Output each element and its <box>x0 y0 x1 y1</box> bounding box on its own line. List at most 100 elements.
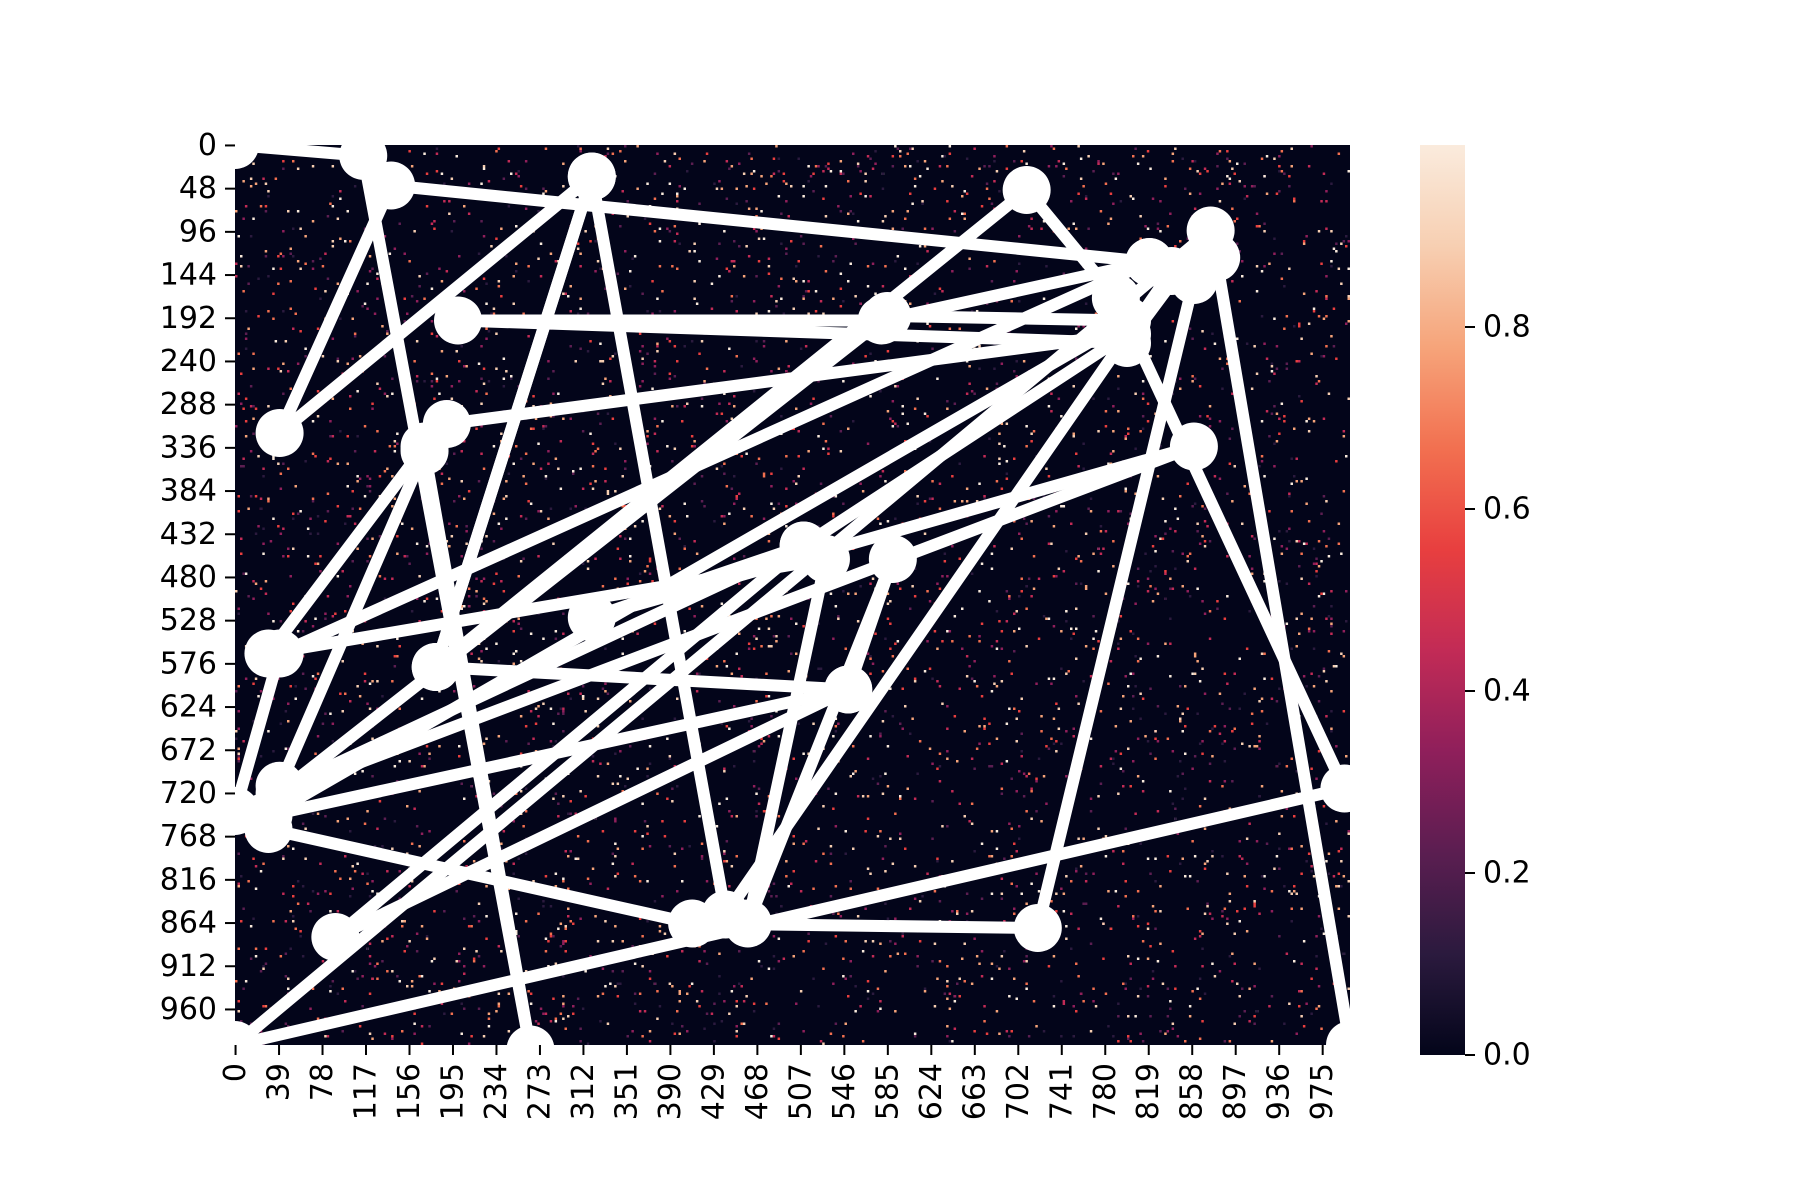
y-tick-label: 432 <box>160 517 217 552</box>
x-tick-label: 624 <box>914 1063 949 1120</box>
overlay-marker <box>1326 1021 1350 1045</box>
overlay-marker <box>235 787 259 835</box>
overlay-marker <box>255 769 304 817</box>
y-tick-label: 480 <box>160 560 217 595</box>
overlay-marker <box>235 145 259 169</box>
y-tick-label: 960 <box>160 992 217 1027</box>
overlay-marker <box>1002 166 1051 214</box>
y-axis: 0 48 96 144 192 240 288 336 384 432 480 528 576 624 67… <box>160 128 235 1027</box>
overlay-marker <box>1103 319 1151 367</box>
x-tick-label: 273 <box>522 1063 557 1120</box>
overlay-marker <box>1091 274 1140 322</box>
overlay-segment <box>273 256 1156 660</box>
overlay-marker <box>311 913 360 961</box>
y-tick-label: 816 <box>160 862 217 897</box>
overlay-segment <box>429 170 598 673</box>
overlay-marker <box>701 890 750 939</box>
overlay-segment <box>385 179 1156 268</box>
x-tick-label: 702 <box>1001 1063 1036 1120</box>
x-tick-label: 780 <box>1088 1063 1123 1120</box>
overlay-segment <box>1210 251 1350 1045</box>
overlay-path <box>235 145 1350 1045</box>
x-tick-label: 507 <box>783 1063 818 1120</box>
overlay-segment <box>273 170 598 439</box>
overlay-marker <box>235 1021 259 1045</box>
y-tick-label: 336 <box>160 430 217 465</box>
y-tick-label: 0 <box>198 128 217 163</box>
overlay-segment <box>429 184 1033 673</box>
overlay-marker <box>434 296 482 345</box>
x-tick-label: 39 <box>262 1063 297 1101</box>
overlay-segment <box>875 256 1156 327</box>
overlay-segment <box>235 782 1350 1045</box>
overlay-marker <box>255 629 304 678</box>
overlay-marker <box>1192 233 1241 282</box>
x-tick-label: 195 <box>435 1063 470 1120</box>
overlay-segment <box>235 224 1217 1045</box>
overlay-segment <box>1031 274 1200 934</box>
overlay-segment <box>452 314 1133 349</box>
x-axis: 0 39 78 117 156 195 234 273 312 351 390 429 468 507 54… <box>218 1045 1340 1120</box>
overlay-segment <box>262 440 431 660</box>
overlay-marker <box>411 643 460 691</box>
y-tick-label: 96 <box>179 214 217 249</box>
colorbar-tick-label: 0.8 <box>1483 310 1531 345</box>
y-tick-label: 576 <box>160 646 217 681</box>
x-tick-label: 468 <box>740 1063 775 1120</box>
overlay-marker <box>1013 904 1062 952</box>
y-tick-label: 720 <box>160 776 217 811</box>
overlay-marker <box>1147 247 1196 295</box>
overlay-marker <box>567 593 616 642</box>
y-tick-label: 240 <box>160 344 217 379</box>
overlay-marker <box>779 521 828 570</box>
overlay-marker <box>1169 422 1218 471</box>
overlay-segment <box>719 265 1178 921</box>
x-tick-label: 858 <box>1175 1063 1210 1120</box>
overlay-marker <box>1320 764 1350 813</box>
overlay-segment <box>585 170 732 921</box>
y-tick-label: 768 <box>160 819 217 854</box>
x-tick-label: 663 <box>957 1063 992 1120</box>
colorbar-gradient <box>1420 145 1465 1055</box>
x-tick-label: 0 <box>218 1063 253 1082</box>
x-tick-label: 390 <box>653 1063 688 1120</box>
colorbar-tick-label: 0.4 <box>1483 674 1531 709</box>
colorbar-tick-label: 0.0 <box>1483 1038 1531 1073</box>
x-tick-label: 897 <box>1218 1063 1253 1120</box>
overlay-segment <box>1109 292 1350 795</box>
y-tick-label: 288 <box>160 387 217 422</box>
y-tick-label: 912 <box>160 949 217 984</box>
overlay-segment <box>418 445 536 1045</box>
overlay-marker <box>367 161 416 210</box>
y-tick-label: 528 <box>160 603 217 638</box>
x-tick-label: 234 <box>479 1063 514 1120</box>
overlay-marker <box>868 535 917 583</box>
colorbar-tick-label: 0.6 <box>1483 492 1531 527</box>
x-tick-label: 78 <box>305 1063 340 1101</box>
x-tick-label: 546 <box>827 1063 862 1120</box>
y-tick-label: 384 <box>160 474 217 509</box>
x-tick-label: 741 <box>1044 1063 1079 1120</box>
x-tick-label: 819 <box>1131 1063 1166 1120</box>
x-tick-label: 585 <box>870 1063 905 1120</box>
overlay-marker <box>400 422 449 471</box>
colorbar: 0.0 0.2 0.4 0.6 0.8 <box>1420 145 1531 1073</box>
x-tick-label: 117 <box>349 1063 384 1120</box>
overlay-marker <box>255 409 304 457</box>
y-tick-label: 672 <box>160 733 217 768</box>
x-tick-label: 429 <box>696 1063 731 1120</box>
overlay-marker <box>567 152 616 201</box>
overlay-segment <box>273 179 398 439</box>
y-tick-label: 192 <box>160 301 217 336</box>
y-tick-label: 624 <box>160 690 217 725</box>
overlay-marker <box>506 1025 555 1045</box>
x-tick-label: 312 <box>566 1063 601 1120</box>
x-tick-label: 156 <box>392 1063 427 1120</box>
overlay-segment <box>235 647 286 817</box>
overlay-segment <box>881 310 1133 327</box>
y-tick-label: 864 <box>160 906 217 941</box>
overlay-segment <box>329 539 810 943</box>
colorbar-tick-label: 0.2 <box>1483 856 1531 891</box>
